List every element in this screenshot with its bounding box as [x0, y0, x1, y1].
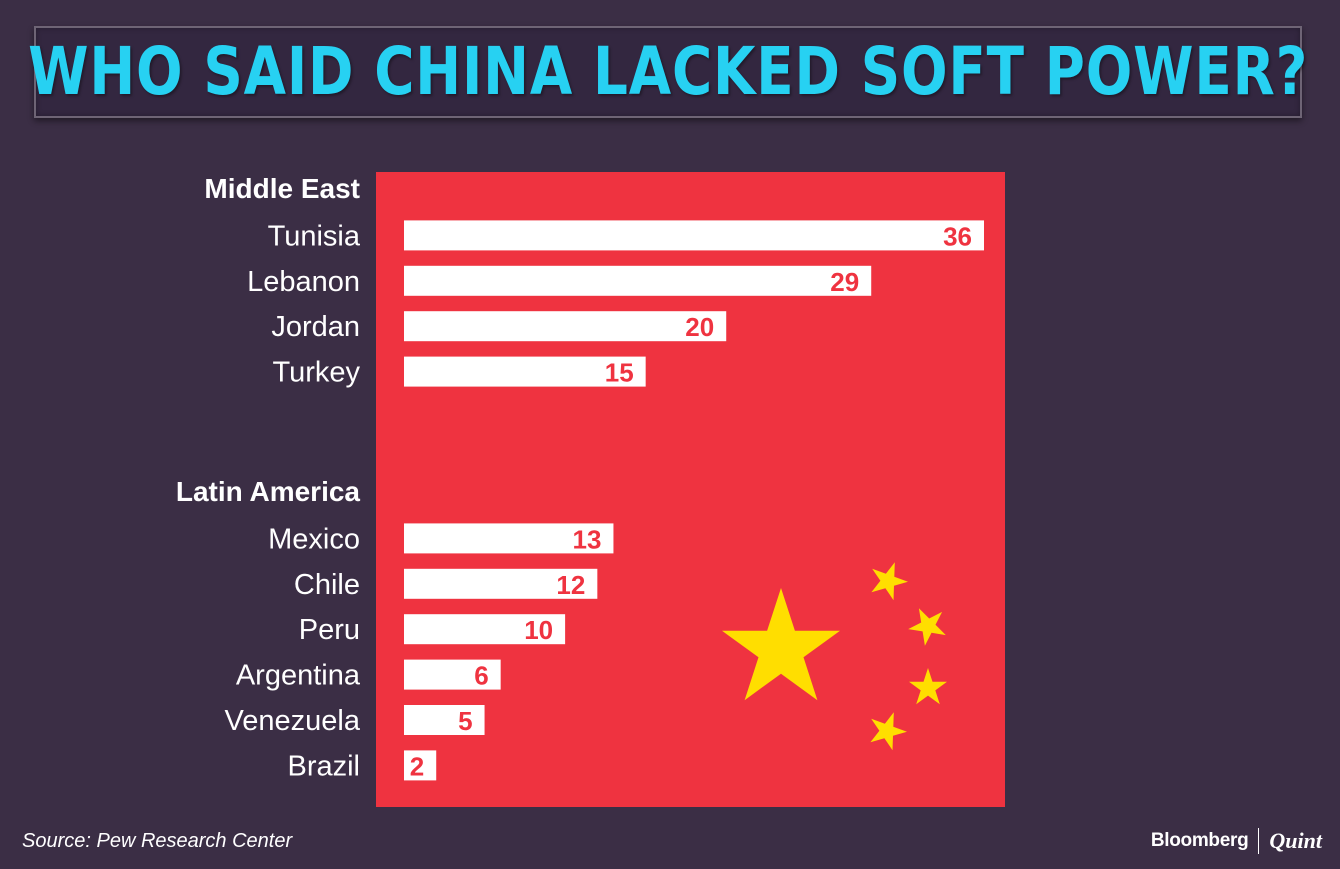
category-label: Argentina	[236, 660, 361, 692]
title-banner: WHO SAID CHINA LACKED SOFT POWER?	[28, 26, 1307, 118]
category-label: Lebanon	[247, 266, 360, 298]
category-labels: Middle East Tunisia Lebanon Jordan Turkey Lat…	[176, 173, 361, 782]
data-label: 6	[474, 661, 488, 691]
category-label: Mexico	[268, 523, 360, 555]
small-star-icon	[908, 608, 946, 646]
logo-quint: Quint	[1269, 828, 1322, 853]
data-label: 10	[524, 615, 553, 645]
data-label: 20	[685, 312, 714, 342]
group-label: Middle East	[204, 173, 360, 204]
flag-stars	[722, 562, 947, 751]
data-label: 15	[605, 358, 634, 388]
bar	[404, 265, 872, 296]
publisher-logo: Bloomberg Quint	[1151, 828, 1322, 854]
group-label: Latin America	[176, 476, 361, 507]
category-label: Jordan	[271, 311, 360, 343]
data-label: 36	[943, 221, 972, 251]
category-label: Brazil	[287, 750, 360, 782]
data-label: 2	[410, 751, 424, 781]
category-label: Tunisia	[268, 220, 361, 252]
bar	[404, 659, 501, 690]
source-note: Source: Pew Research Center	[22, 830, 293, 852]
bar	[404, 705, 485, 735]
data-label: 29	[830, 267, 859, 297]
small-star-icon	[870, 712, 907, 751]
bar	[404, 356, 646, 387]
category-label: Peru	[299, 614, 360, 646]
bar	[404, 614, 566, 645]
category-label: Turkey	[272, 357, 360, 389]
bar	[404, 523, 614, 554]
data-label: 12	[556, 570, 585, 600]
data-label: 13	[573, 524, 602, 554]
category-label: Venezuela	[225, 705, 361, 737]
category-label: Chile	[294, 569, 360, 601]
bar	[404, 750, 437, 781]
large-star-icon	[722, 588, 840, 701]
logo-bloomberg: Bloomberg	[1150, 830, 1249, 851]
small-star-icon	[909, 668, 947, 705]
bar	[404, 220, 984, 251]
small-star-icon	[871, 562, 908, 601]
bar	[404, 568, 598, 599]
chart-title: WHO SAID CHINA LACKED SOFT POWER?	[27, 33, 1309, 110]
logo-divider	[1258, 828, 1260, 854]
data-label: 5	[458, 706, 472, 736]
bar	[404, 311, 727, 342]
